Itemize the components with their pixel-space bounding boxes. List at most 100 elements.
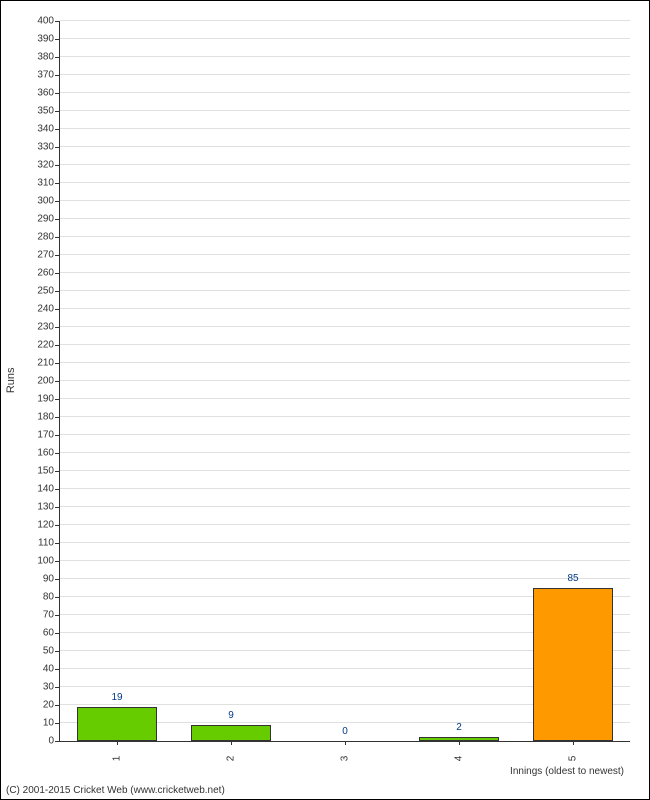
ytick-mark	[55, 507, 59, 508]
ytick-label: 180	[24, 412, 54, 423]
gridline	[60, 182, 630, 183]
gridline	[60, 398, 630, 399]
ytick-label: 340	[24, 124, 54, 135]
gridline	[60, 272, 630, 273]
xtick-label: 1	[111, 756, 122, 762]
ytick-mark	[55, 381, 59, 382]
gridline	[60, 200, 630, 201]
ytick-label: 100	[24, 556, 54, 567]
gridline	[60, 452, 630, 453]
gridline	[60, 326, 630, 327]
gridline	[60, 290, 630, 291]
ytick-mark	[55, 651, 59, 652]
ytick-mark	[55, 219, 59, 220]
xtick-label: 4	[453, 756, 464, 762]
ytick-mark	[55, 129, 59, 130]
ytick-label: 380	[24, 52, 54, 63]
gridline	[60, 362, 630, 363]
ytick-label: 150	[24, 466, 54, 477]
ytick-label: 30	[24, 682, 54, 693]
gridline	[60, 218, 630, 219]
ytick-mark	[55, 723, 59, 724]
ytick-mark	[55, 417, 59, 418]
ytick-mark	[55, 561, 59, 562]
gridline	[60, 236, 630, 237]
bar-value-label: 0	[342, 726, 348, 737]
ytick-mark	[55, 345, 59, 346]
gridline	[60, 380, 630, 381]
ytick-label: 40	[24, 664, 54, 675]
ytick-label: 130	[24, 502, 54, 513]
ytick-mark	[55, 183, 59, 184]
plot-area: 191920324855	[59, 21, 630, 742]
gridline	[60, 146, 630, 147]
ytick-label: 70	[24, 610, 54, 621]
ytick-label: 110	[24, 538, 54, 549]
ytick-mark	[55, 273, 59, 274]
ytick-label: 390	[24, 34, 54, 45]
ytick-label: 50	[24, 646, 54, 657]
gridline	[60, 560, 630, 561]
ytick-mark	[55, 525, 59, 526]
copyright-text: (C) 2001-2015 Cricket Web (www.cricketwe…	[6, 785, 225, 796]
ytick-mark	[55, 327, 59, 328]
gridline	[60, 74, 630, 75]
xtick-mark	[231, 741, 232, 745]
ytick-mark	[55, 669, 59, 670]
ytick-label: 0	[24, 736, 54, 747]
ytick-label: 20	[24, 700, 54, 711]
bar-value-label: 85	[567, 573, 578, 584]
xtick-label: 3	[339, 756, 350, 762]
ytick-mark	[55, 435, 59, 436]
ytick-label: 320	[24, 160, 54, 171]
ytick-label: 160	[24, 448, 54, 459]
gridline	[60, 254, 630, 255]
gridline	[60, 92, 630, 93]
gridline	[60, 470, 630, 471]
ytick-label: 120	[24, 520, 54, 531]
xtick-mark	[573, 741, 574, 745]
ytick-mark	[55, 39, 59, 40]
ytick-label: 270	[24, 250, 54, 261]
gridline	[60, 506, 630, 507]
ytick-mark	[55, 165, 59, 166]
ytick-mark	[55, 687, 59, 688]
ytick-label: 240	[24, 304, 54, 315]
ytick-mark	[55, 255, 59, 256]
y-axis-label: Runs	[5, 367, 17, 393]
gridline	[60, 308, 630, 309]
ytick-mark	[55, 705, 59, 706]
ytick-mark	[55, 597, 59, 598]
ytick-label: 260	[24, 268, 54, 279]
ytick-label: 220	[24, 340, 54, 351]
ytick-mark	[55, 489, 59, 490]
ytick-label: 230	[24, 322, 54, 333]
chart-container: 191920324855 010203040506070809010011012…	[0, 0, 650, 800]
gridline	[60, 524, 630, 525]
ytick-label: 360	[24, 88, 54, 99]
ytick-mark	[55, 201, 59, 202]
gridline	[60, 578, 630, 579]
bar-value-label: 2	[456, 722, 462, 733]
ytick-label: 80	[24, 592, 54, 603]
ytick-label: 10	[24, 718, 54, 729]
xtick-label: 5	[567, 756, 578, 762]
ytick-mark	[55, 147, 59, 148]
gridline	[60, 110, 630, 111]
ytick-mark	[55, 453, 59, 454]
xtick-mark	[345, 741, 346, 745]
ytick-mark	[55, 741, 59, 742]
ytick-mark	[55, 291, 59, 292]
bar-value-label: 9	[228, 710, 234, 721]
ytick-mark	[55, 93, 59, 94]
ytick-mark	[55, 237, 59, 238]
ytick-label: 60	[24, 628, 54, 639]
ytick-label: 210	[24, 358, 54, 369]
x-axis-label: Innings (oldest to newest)	[510, 766, 624, 777]
gridline	[60, 164, 630, 165]
ytick-mark	[55, 363, 59, 364]
ytick-mark	[55, 309, 59, 310]
xtick-mark	[459, 741, 460, 745]
xtick-mark	[117, 741, 118, 745]
bar-value-label: 19	[111, 692, 122, 703]
